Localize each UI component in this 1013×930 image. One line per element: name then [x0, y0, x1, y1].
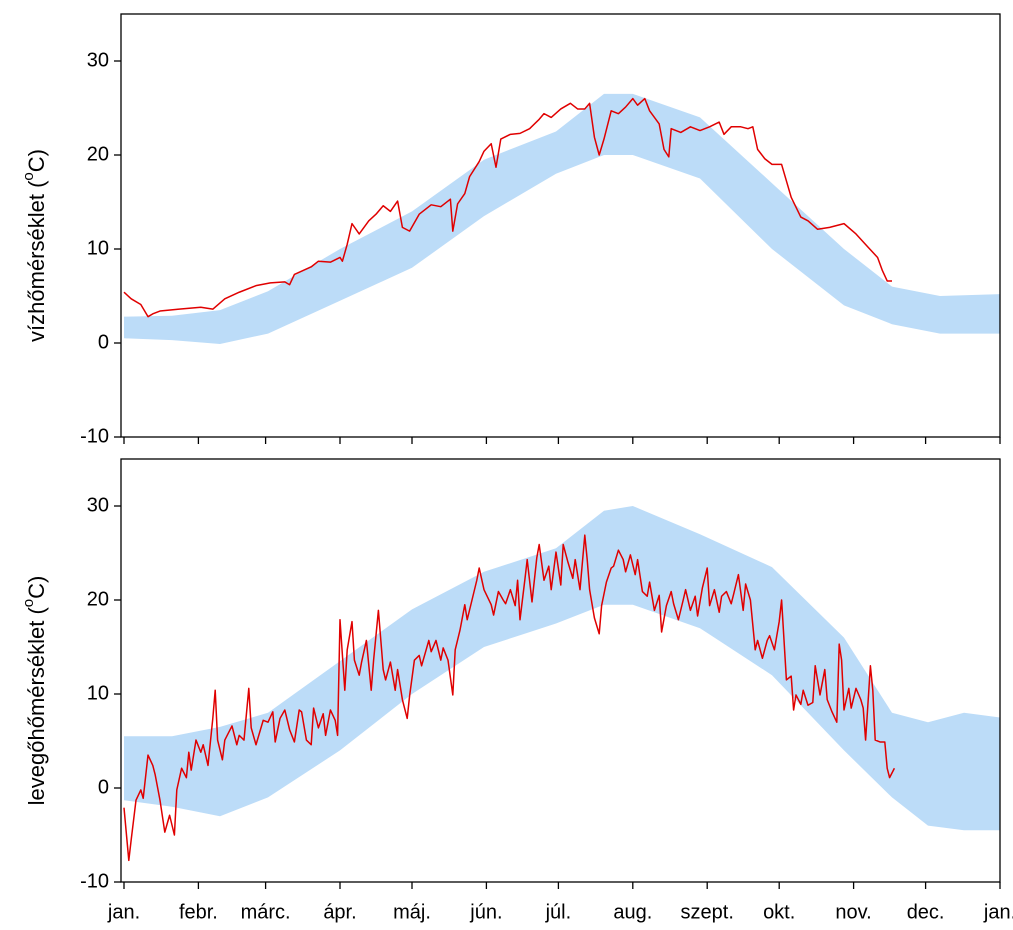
x-tick-label: máj. [393, 901, 431, 923]
x-tick-label: okt. [763, 901, 795, 923]
y-axis-label-sup: o [20, 599, 37, 607]
y-tick-label: -10 [80, 425, 109, 447]
y-axis-label: levegőhőmérséklet (oC) [20, 576, 49, 806]
y-axis-label: vízhőmérséklet (oC) [20, 149, 49, 342]
x-tick-label: nov. [835, 901, 871, 923]
x-tick-label: jan. [983, 901, 1013, 923]
x-tick-label: febr. [179, 901, 218, 923]
y-tick-label: 0 [98, 331, 109, 353]
y-tick-label: 20 [87, 143, 109, 165]
y-tick-label: 30 [87, 494, 109, 516]
x-tick-label: jan. [107, 901, 140, 923]
y-tick-label: 10 [87, 682, 109, 704]
x-tick-label: márc. [241, 901, 291, 923]
x-tick-label: dec. [907, 901, 945, 923]
temperature-line [123, 97, 892, 318]
x-tick-label: júl. [545, 901, 572, 923]
y-axis-label-sup: o [20, 172, 37, 180]
x-tick-label: szept. [681, 901, 734, 923]
y-tick-label: 10 [87, 237, 109, 259]
y-tick-label: 0 [98, 776, 109, 798]
x-tick-label: jún. [469, 901, 502, 923]
plot-frame [120, 13, 1001, 438]
range-band [124, 506, 1000, 831]
y-axis-label-end: C) [24, 576, 49, 599]
x-tick-label: ápr. [323, 901, 356, 923]
plot-frame [120, 458, 1001, 883]
y-tick-label: 30 [87, 49, 109, 71]
x-tick-label: aug. [613, 901, 652, 923]
temperature-line [123, 534, 896, 862]
y-axis-label-text: vízhőmérséklet ( [24, 180, 49, 342]
y-tick-label: 20 [87, 588, 109, 610]
y-axis-label-end: C) [24, 149, 49, 172]
y-axis-label-text: levegőhőmérséklet ( [24, 607, 49, 806]
range-band [124, 93, 1000, 344]
y-tick-label: -10 [80, 870, 109, 892]
